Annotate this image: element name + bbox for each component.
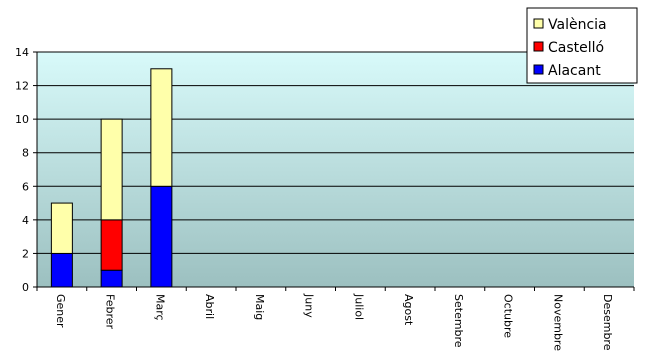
- plot-area: [37, 52, 634, 287]
- y-tick-label: 4: [22, 214, 29, 227]
- y-tick-label: 14: [15, 46, 29, 59]
- legend-swatch: [533, 18, 544, 29]
- x-tick-label: Abril: [203, 294, 216, 319]
- x-tick-label: Agost: [402, 294, 415, 326]
- x-tick-label: Maig: [253, 294, 266, 320]
- legend: València Castelló Alacant: [526, 7, 638, 84]
- x-tick-label: Juliol: [352, 293, 365, 320]
- bar-segment-alacant-febrer: [100, 269, 123, 288]
- x-tick-label: Març: [153, 294, 166, 321]
- x-tick-label: Octubre: [502, 294, 515, 338]
- y-tick-label: 8: [22, 147, 29, 160]
- bar-segment-alacant-mar: [150, 185, 173, 288]
- x-axis-ticks: Gener Febrer Març Abril Maig Juny Juliol Agost S…: [36, 287, 635, 351]
- x-tick-label: Setembre: [452, 294, 465, 348]
- legend-label: Castelló: [548, 40, 604, 56]
- y-tick-label: 6: [22, 180, 29, 193]
- legend-label: València: [548, 17, 607, 33]
- y-tick-label: 12: [15, 80, 29, 93]
- legend-label: Alacant: [548, 63, 601, 79]
- x-tick-label: Gener: [54, 294, 67, 328]
- x-tick-label: Juny: [303, 293, 316, 318]
- x-tick-label: Desembre: [601, 294, 614, 351]
- bar-segment-valncia-gener: [50, 202, 73, 254]
- bars: [50, 68, 173, 288]
- y-axis-ticks: 0 2 4 6 8 10 12 14: [15, 46, 37, 294]
- legend-swatch: [533, 41, 544, 52]
- y-tick-label: 10: [15, 113, 29, 126]
- bar-segment-castell-febrer: [100, 219, 123, 271]
- legend-box: [526, 7, 638, 84]
- gridlines: [37, 51, 634, 254]
- bar-segment-alacant-gener: [50, 252, 73, 288]
- bar-segment-valncia-mar: [150, 68, 173, 187]
- legend-swatch: [533, 64, 544, 75]
- y-tick-label: 2: [22, 247, 29, 260]
- x-tick-label: Febrer: [104, 294, 117, 330]
- y-tick-label: 0: [22, 281, 29, 294]
- x-tick-label: Novembre: [551, 294, 564, 351]
- bar-segment-valncia-febrer: [100, 118, 123, 221]
